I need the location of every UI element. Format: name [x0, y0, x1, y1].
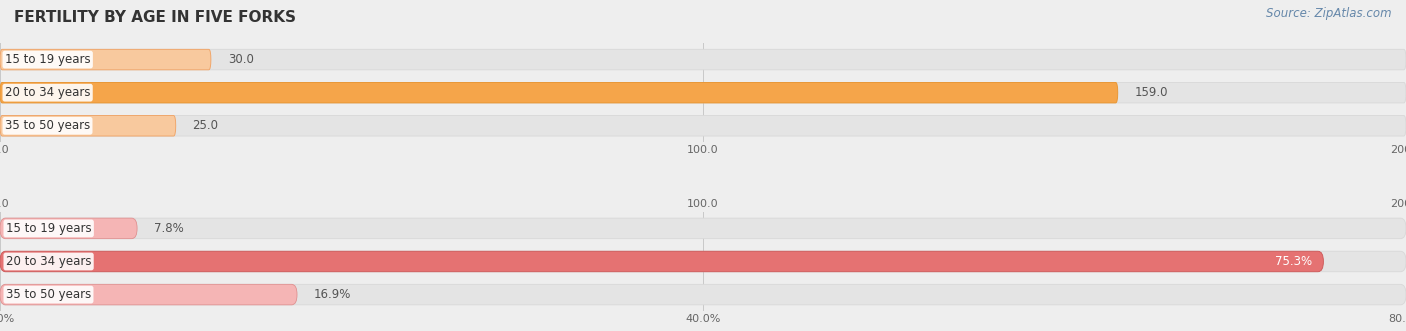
FancyBboxPatch shape	[0, 284, 1406, 305]
FancyBboxPatch shape	[0, 82, 1118, 103]
Text: 35 to 50 years: 35 to 50 years	[6, 288, 91, 301]
FancyBboxPatch shape	[0, 116, 176, 136]
Text: 15 to 19 years: 15 to 19 years	[4, 53, 90, 66]
FancyBboxPatch shape	[0, 116, 1406, 136]
FancyBboxPatch shape	[0, 218, 136, 239]
FancyBboxPatch shape	[0, 49, 1406, 70]
Text: 35 to 50 years: 35 to 50 years	[4, 119, 90, 132]
FancyBboxPatch shape	[0, 218, 1406, 239]
Text: 159.0: 159.0	[1135, 86, 1168, 99]
Text: 30.0: 30.0	[228, 53, 253, 66]
Text: 20 to 34 years: 20 to 34 years	[6, 255, 91, 268]
FancyBboxPatch shape	[0, 82, 1406, 103]
FancyBboxPatch shape	[0, 284, 297, 305]
FancyBboxPatch shape	[0, 251, 1323, 272]
Text: 15 to 19 years: 15 to 19 years	[6, 222, 91, 235]
Text: FERTILITY BY AGE IN FIVE FORKS: FERTILITY BY AGE IN FIVE FORKS	[14, 10, 297, 25]
Text: 20 to 34 years: 20 to 34 years	[4, 86, 90, 99]
FancyBboxPatch shape	[0, 251, 1406, 272]
Text: 75.3%: 75.3%	[1275, 255, 1312, 268]
FancyBboxPatch shape	[0, 49, 211, 70]
Text: 25.0: 25.0	[193, 119, 218, 132]
Text: 7.8%: 7.8%	[155, 222, 184, 235]
Text: 16.9%: 16.9%	[314, 288, 352, 301]
Text: Source: ZipAtlas.com: Source: ZipAtlas.com	[1267, 7, 1392, 20]
